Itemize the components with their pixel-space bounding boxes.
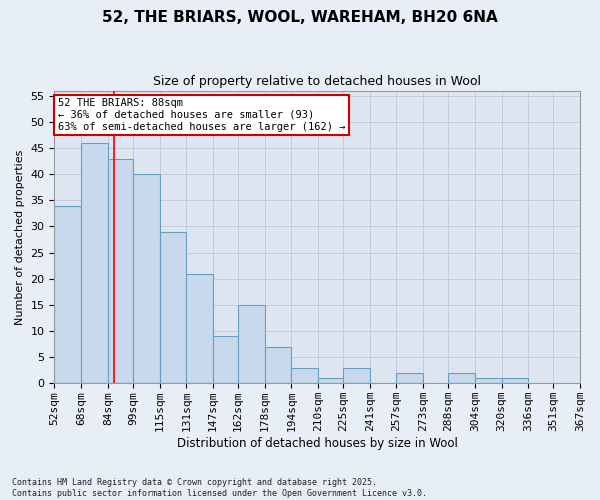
- Bar: [186, 274, 213, 384]
- Bar: [292, 368, 318, 384]
- Bar: [238, 305, 265, 384]
- Bar: [213, 336, 238, 384]
- Bar: [318, 378, 343, 384]
- Text: 52, THE BRIARS, WOOL, WAREHAM, BH20 6NA: 52, THE BRIARS, WOOL, WAREHAM, BH20 6NA: [102, 10, 498, 25]
- X-axis label: Distribution of detached houses by size in Wool: Distribution of detached houses by size …: [177, 437, 458, 450]
- Title: Size of property relative to detached houses in Wool: Size of property relative to detached ho…: [153, 75, 481, 88]
- Y-axis label: Number of detached properties: Number of detached properties: [15, 149, 25, 324]
- Bar: [55, 206, 81, 384]
- Bar: [133, 174, 160, 384]
- Bar: [265, 346, 292, 384]
- Text: 52 THE BRIARS: 88sqm
← 36% of detached houses are smaller (93)
63% of semi-detac: 52 THE BRIARS: 88sqm ← 36% of detached h…: [58, 98, 345, 132]
- Text: Contains HM Land Registry data © Crown copyright and database right 2025.
Contai: Contains HM Land Registry data © Crown c…: [12, 478, 427, 498]
- Bar: [448, 373, 475, 384]
- Bar: [343, 368, 370, 384]
- Bar: [502, 378, 528, 384]
- Bar: [108, 158, 133, 384]
- Bar: [475, 378, 502, 384]
- Bar: [160, 232, 186, 384]
- Bar: [397, 373, 423, 384]
- Bar: [81, 143, 108, 384]
